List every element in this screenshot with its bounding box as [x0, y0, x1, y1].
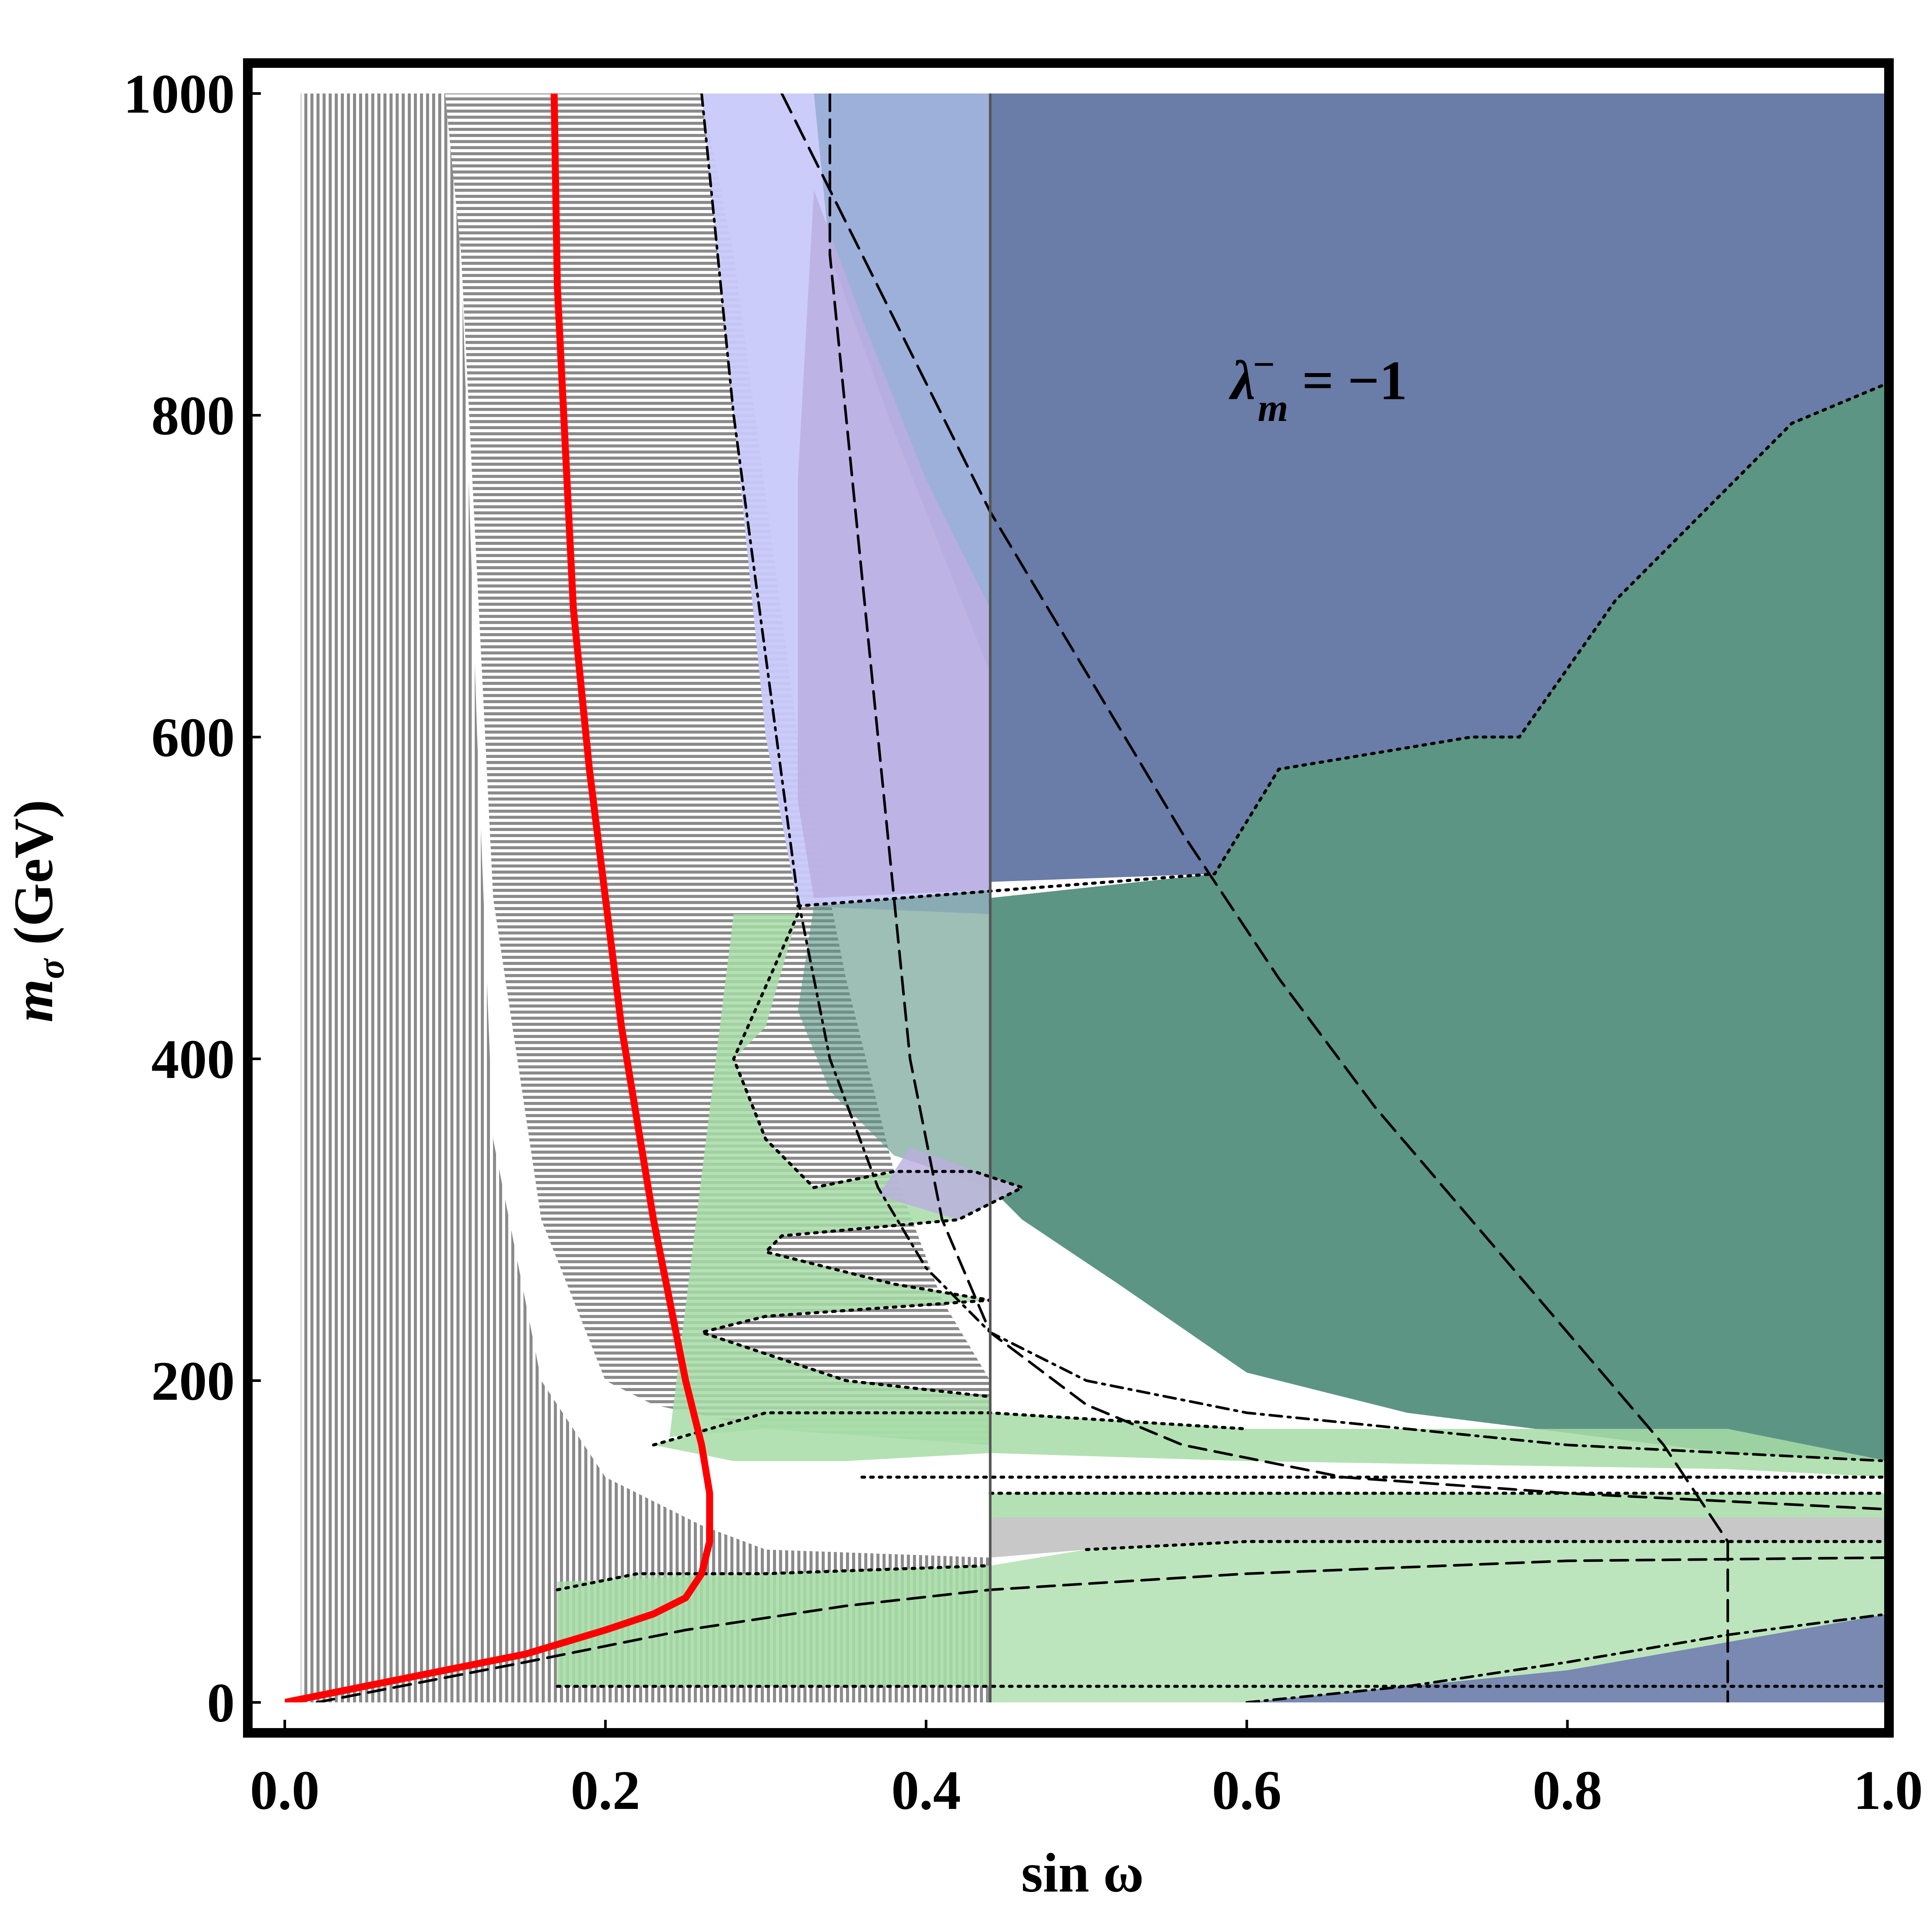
dotted-region-edge-1	[796, 381, 1888, 908]
y-tick-label: 600	[151, 707, 235, 768]
dotted-region-edge-6	[1085, 1540, 1888, 1551]
dash-dot-curve-2	[1245, 1612, 1888, 1702]
x-axis-ticks: 0.0 0.2 0.4 0.6 0.8 1.0	[250, 1720, 1923, 1821]
y-tick-label: 800	[151, 385, 235, 447]
y-tick-label: 1000	[123, 63, 235, 125]
green-left-region	[557, 1565, 990, 1686]
red-curve-group	[285, 93, 713, 1702]
dotted-region-edge-7	[556, 1564, 992, 1592]
teal-region	[990, 383, 1888, 1461]
green-mid-band	[990, 1493, 1888, 1518]
violet-wedge	[878, 1147, 1023, 1220]
x-tick-label: 0.8	[1532, 1759, 1602, 1821]
gray-band	[990, 1517, 1888, 1558]
y-axis-ticks: 0 200 400 600 800 1000	[123, 63, 261, 1734]
x-tick-label: 0.0	[250, 1759, 320, 1821]
lambda-subscript: m	[1258, 387, 1288, 430]
y-tick-label: 400	[151, 1028, 235, 1090]
green-wedge	[670, 914, 1023, 1445]
boundary-lines	[315, 93, 1888, 1702]
dotted-region-edge-3	[652, 1411, 1249, 1447]
dashed-curve-2	[315, 1556, 1888, 1702]
green-lower-band	[653, 1413, 1888, 1477]
lambda-annotation: λ− m = −1	[1229, 343, 1407, 430]
x-tick-label: 0.2	[571, 1759, 640, 1821]
teal-light-region	[798, 890, 990, 1188]
y-tick-label: 0	[207, 1672, 235, 1734]
x-tick-label: 0.6	[1212, 1759, 1282, 1821]
y-axis-title-unit: (GeV)	[3, 800, 64, 959]
red-curve	[285, 93, 713, 1702]
lambda-symbol: λ	[1229, 350, 1256, 411]
lambda-value: = −1	[1288, 350, 1407, 411]
violet-region	[798, 190, 990, 898]
dotted-region-edge-2	[696, 912, 1026, 1398]
dark-blue-region	[990, 93, 1888, 882]
x-tick-label: 1.0	[1853, 1759, 1923, 1821]
vertical-hatch	[300, 93, 990, 1702]
y-tick-label: 200	[151, 1350, 235, 1412]
y-axis-title-symbol: m	[3, 979, 64, 1022]
lambda-superscript: −	[1253, 343, 1275, 386]
y-axis-title: mσ (GeV)	[3, 800, 72, 1022]
x-tick-label: 0.4	[891, 1759, 961, 1821]
dashed-curve-1	[828, 93, 1888, 1511]
long-dash-curve	[780, 93, 1729, 1702]
dash-dot-curve-1	[700, 93, 1888, 1462]
y-axis-title-subscript: σ	[30, 958, 72, 979]
x-axis-title: sin ω	[1021, 1842, 1144, 1904]
plot-frame	[243, 58, 1894, 1738]
